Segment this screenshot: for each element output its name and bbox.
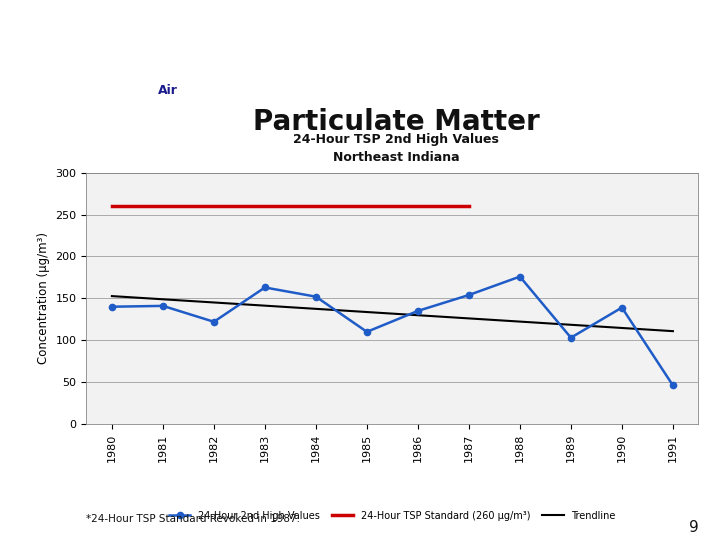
Text: Particulate Matter: Particulate Matter [253,107,539,136]
Text: *24-Hour TSP Standard Revoked in 1987.: *24-Hour TSP Standard Revoked in 1987. [86,514,300,524]
Text: 24-Hour TSP 2nd High Values
Northeast Indiana: 24-Hour TSP 2nd High Values Northeast In… [293,133,499,164]
Text: We Protect Hoosiers and Our Environment: We Protect Hoosiers and Our Environment [158,60,423,70]
Text: Air: Air [158,84,179,97]
Y-axis label: Concentration (μg/m³): Concentration (μg/m³) [37,232,50,364]
Text: 9: 9 [688,519,698,535]
Legend: 24-Hour 2nd High Values, 24-Hour TSP Standard (260 μg/m³), Trendline: 24-Hour 2nd High Values, 24-Hour TSP Sta… [165,507,620,524]
